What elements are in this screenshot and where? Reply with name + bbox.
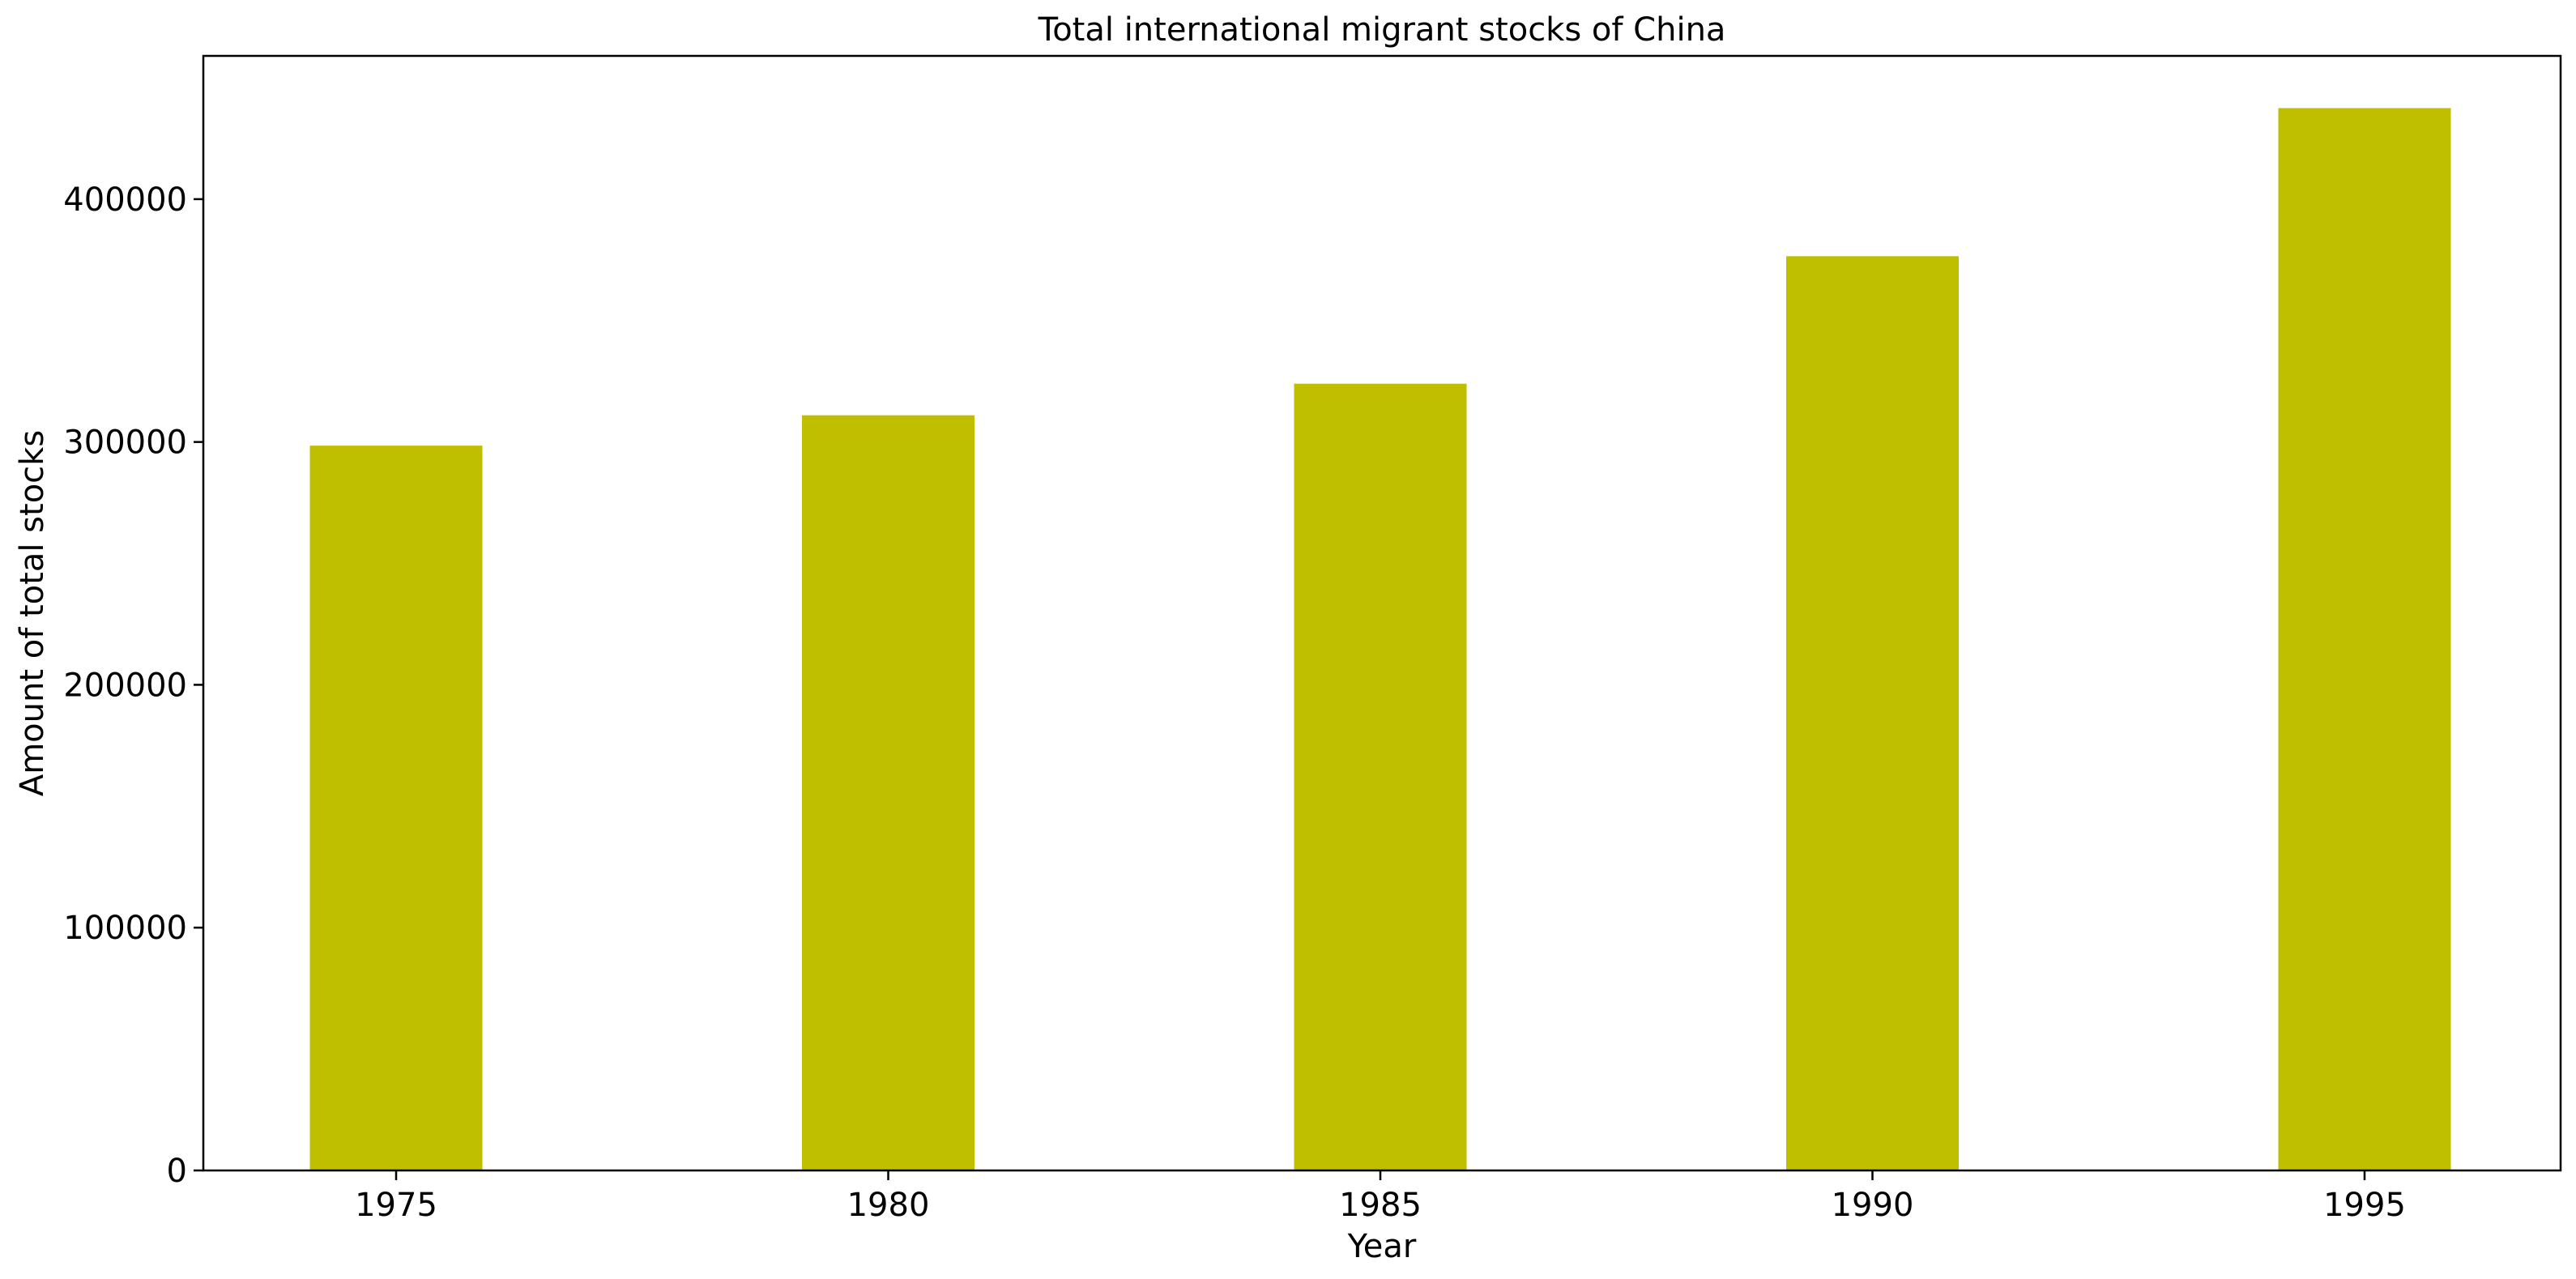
y-tick-label-400000: 400000 [63,181,187,219]
x-tick-label-1980: 1980 [847,1187,930,1224]
x-axis: 1975 1980 1985 1990 1995 [355,1170,2406,1224]
y-tick-label-200000: 200000 [63,667,187,704]
y-tick-label-100000: 100000 [63,910,187,947]
y-axis: 0 100000 200000 300000 400000 [63,181,203,1190]
bar-1985 [1294,383,1467,1170]
bar-1995 [2278,108,2451,1171]
x-tick-label-1985: 1985 [1339,1187,1422,1224]
bar-1980 [802,415,975,1170]
x-axis-label: Year [1347,1228,1417,1265]
y-axis-label: Amount of total stocks [14,430,51,796]
x-tick-label-1975: 1975 [355,1187,437,1224]
bar-1975 [309,446,483,1170]
y-tick-label-300000: 300000 [63,424,187,462]
bar-1990 [1786,256,1959,1170]
y-tick-label-0: 0 [167,1153,187,1190]
chart-title: Total international migrant stocks of Ch… [1038,11,1726,49]
plot-frame [202,54,2562,1172]
x-tick-label-1990: 1990 [1832,1187,1914,1224]
bars-group [309,108,2451,1171]
x-tick-label-1995: 1995 [2323,1187,2406,1224]
